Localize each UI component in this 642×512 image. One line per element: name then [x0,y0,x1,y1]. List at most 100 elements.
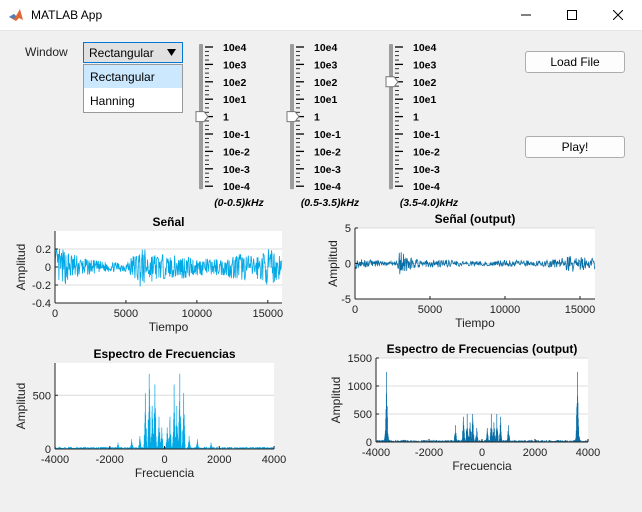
y-axis-label: Amplitud [329,377,343,424]
y-tick-label: 1000 [348,381,372,393]
minimize-icon [521,14,531,16]
window-dropdown[interactable]: Rectangular [83,42,183,63]
slider-tick-label: 10e1 [223,94,247,106]
slider-thumb [195,111,209,123]
y-tick-label: 0 [366,437,372,449]
window-label: Window [25,45,68,59]
x-tick-label: -4000 [362,447,390,459]
slider-tick-label: 10e4 [413,42,437,54]
slider-tick-label: 1 [413,112,419,124]
y-tick-label: 0.2 [36,244,51,256]
x-tick-label: 5000 [114,308,138,320]
slider-tick-label: 10e-3 [314,164,341,176]
chart-2: -4000 -2000 0 2000 4000 0 500 Espectro de Frecu… [14,347,286,480]
x-tick-label: -2000 [415,447,443,459]
equalizer-sliders: 10e4 10e3 10e2 10e1 1 10e-1 10e-2 10e-3 10e-4 (0-… [195,42,459,209]
x-tick-label: -2000 [96,454,124,466]
slider-tick-label: 10e-2 [314,146,341,158]
x-tick-label: 0 [352,304,358,316]
load-file-button[interactable]: Load File [525,51,625,73]
slider-tick-label: 10e4 [314,42,338,54]
slider-band-label: (0-0.5)kHz [214,197,264,209]
slider-tick-label: 10e2 [413,77,437,89]
x-tick-label: 15000 [253,308,284,320]
x-tick-label: 4000 [576,447,600,459]
slider-tick-label: 10e2 [223,77,247,89]
y-tick-label: 5 [345,223,351,235]
minimize-button[interactable] [503,0,549,31]
slider-tick-label: 10e4 [223,42,247,54]
matlab-logo-icon [9,9,23,21]
slider-tick-label: 10e-3 [413,164,440,176]
charts-area: 0 5000 10000 15000-0.4-0.200.2SeñalTiempoAm… [14,212,600,480]
y-tick-label: -0.2 [32,280,51,292]
x-tick-label: 5000 [418,304,442,316]
close-button[interactable] [595,0,641,31]
slider-band-label: (3.5-4.0)kHz [400,197,459,209]
slider-band-2: 10e4 10e3 10e2 10e1 1 10e-1 10e-2 10e-3 10e-4 (3.… [385,42,459,209]
x-tick-label: 10000 [490,304,521,316]
x-tick-label: 10000 [182,308,213,320]
caret-down-icon [167,49,176,56]
window-title: MATLAB App [31,8,103,22]
x-axis-label: Tiempo [455,316,495,330]
chart-title: Señal (output) [435,212,516,226]
title-bar: MATLAB App [0,0,642,31]
y-axis-label: Amplitud [14,244,28,291]
slider-tick-label: 10e-2 [223,146,250,158]
dropdown-option-rectangular[interactable]: Rectangular [84,65,182,88]
slider-thumb [385,76,399,88]
slider-tick-label: 10e-2 [413,146,440,158]
x-axis-label: Frecuencia [135,466,195,480]
y-tick-label: 500 [33,390,51,402]
dropdown-option-hanning[interactable]: Hanning [90,94,135,108]
series-line [354,252,596,275]
slider-tick-label: 1 [223,112,229,124]
dropdown-list: Rectangular Hanning [83,64,183,113]
chart-0: 0 5000 10000 15000 -0.4 -0.2 0 0.2 Señal Tiempo Am… [14,215,283,334]
slider-tick-label: 10e-4 [413,181,440,193]
series-line [54,248,283,287]
slider-tick-label: 10e3 [314,59,338,71]
y-tick-label: 0 [345,259,351,271]
slider-band-0: 10e4 10e3 10e2 10e1 1 10e-1 10e-2 10e-3 10e-4 (0-… [195,42,265,209]
x-tick-label: 0 [479,447,485,459]
y-tick-label: 0 [45,262,51,274]
x-tick-label: 2000 [207,454,231,466]
y-axis-label: Amplitud [14,383,28,430]
close-icon [613,10,623,20]
chart-title: Espectro de Frecuencias (output) [387,342,578,356]
chart-3: -4000 -2000 0 2000 4000 0 500 1000 1500 Espectro … [329,342,600,473]
y-tick-label: 500 [354,409,372,421]
slider-tick-label: 10e-1 [314,129,341,141]
chart-title: Señal [152,215,184,229]
plot-area [376,358,588,442]
slider-tick-label: 10e1 [413,94,437,106]
x-tick-label: 4000 [262,454,286,466]
maximize-button[interactable] [549,0,595,31]
y-axis-label: Amplitud [326,240,340,287]
app-client-area: Window Rectangular Rectangular Hanning L… [1,31,641,511]
dropdown-value: Rectangular [89,46,154,60]
x-tick-label: 15000 [565,304,596,316]
slider-tick-label: 10e1 [314,94,338,106]
slider-thumb [286,111,300,123]
slider-tick-label: 10e3 [413,59,437,71]
play-button[interactable]: Play! [525,136,625,158]
maximize-icon [567,10,577,20]
x-tick-label: 2000 [523,447,547,459]
x-axis-label: Frecuencia [452,459,512,473]
slider-tick-label: 10e-4 [223,181,250,193]
slider-tick-label: 10e-3 [223,164,250,176]
plot-area [55,363,274,449]
x-tick-label: -4000 [41,454,69,466]
y-tick-label: -0.4 [32,298,51,310]
y-tick-label: 0 [45,444,51,456]
slider-tick-label: 10e-1 [413,129,440,141]
slider-tick-label: 10e2 [314,77,338,89]
slider-tick-label: 10e3 [223,59,247,71]
x-tick-label: 0 [161,454,167,466]
x-tick-label: 0 [52,308,58,320]
slider-tick-label: 1 [314,112,320,124]
